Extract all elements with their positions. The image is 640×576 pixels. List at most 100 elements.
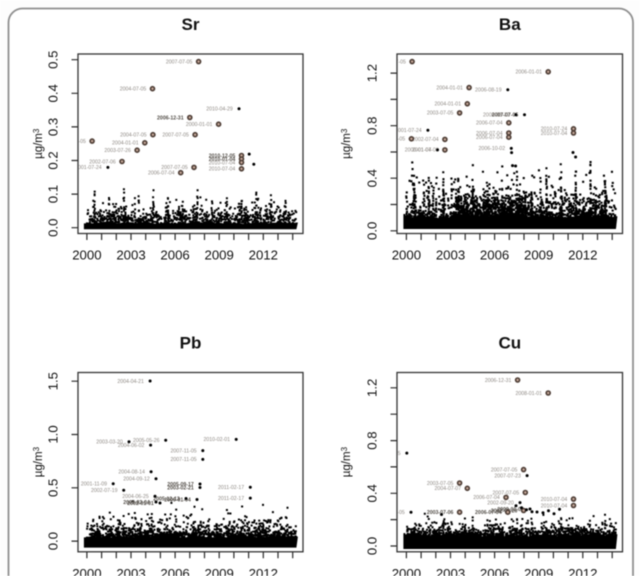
- svg-text:0.5: 0.5: [46, 51, 61, 69]
- svg-text:2002-09-20: 2002-09-20: [487, 500, 514, 506]
- svg-text:2008-01-01: 2008-01-01: [515, 391, 542, 397]
- svg-text:2003: 2003: [436, 248, 465, 263]
- svg-text:2003-07-26: 2003-07-26: [104, 148, 131, 154]
- svg-text:2005-03-04: 2005-03-04: [123, 500, 150, 506]
- svg-text:2007-07-05: 2007-07-05: [162, 133, 189, 139]
- svg-text:2010-07-04: 2010-07-04: [541, 131, 568, 137]
- svg-text:1.2: 1.2: [365, 379, 380, 397]
- svg-text:2007-11-05: 2007-11-05: [170, 457, 196, 463]
- svg-text:µg/m3: µg/m3: [32, 128, 45, 159]
- svg-text:1.0: 1.0: [46, 425, 61, 443]
- svg-text:2007-11-05: 2007-11-05: [170, 448, 196, 454]
- svg-text:2010-12-05: 2010-12-05: [209, 153, 236, 159]
- svg-text:0.1: 0.1: [46, 185, 61, 203]
- svg-text:2002-07-04: 2002-07-04: [412, 137, 439, 143]
- svg-text:2011-02-17: 2011-02-17: [218, 485, 244, 491]
- svg-text:2004-07-05: 2004-07-05: [120, 87, 147, 93]
- svg-text:0.2: 0.2: [46, 151, 61, 169]
- svg-text:0.3: 0.3: [46, 118, 61, 136]
- svg-text:2000: 2000: [392, 248, 421, 263]
- svg-text:2006-08-19: 2006-08-19: [483, 113, 510, 119]
- svg-text:2006-07-04: 2006-07-04: [475, 510, 502, 516]
- svg-text:Sr: Sr: [182, 15, 200, 34]
- svg-text:µg/m3: µg/m3: [340, 128, 353, 159]
- svg-text:2006-01-04: 2006-01-04: [164, 497, 191, 503]
- svg-text:2009: 2009: [524, 248, 553, 263]
- svg-text:2004-08-14: 2004-08-14: [118, 470, 145, 476]
- svg-text:Cu: Cu: [498, 334, 521, 353]
- svg-text:2004-04-21: 2004-04-21: [117, 379, 144, 385]
- svg-text:2002-01-01: 2002-01-01: [127, 501, 154, 507]
- svg-text:2000: 2000: [392, 566, 421, 576]
- svg-text:2001-07-24: 2001-07-24: [75, 165, 102, 171]
- svg-text:2007-07-05: 2007-07-05: [493, 490, 520, 496]
- svg-text:µg/m3: µg/m3: [340, 446, 353, 477]
- svg-text:2010-07-04: 2010-07-04: [209, 160, 236, 166]
- svg-text:0.4: 0.4: [46, 84, 61, 102]
- svg-text:2012: 2012: [568, 248, 597, 263]
- svg-text:2006-07-04: 2006-07-04: [473, 495, 500, 501]
- svg-text:2009: 2009: [205, 566, 234, 576]
- svg-text:Ba: Ba: [499, 15, 521, 34]
- svg-text:2003: 2003: [116, 248, 145, 263]
- svg-text:2003: 2003: [436, 566, 465, 576]
- svg-text:2005-12-13: 2005-12-13: [153, 496, 180, 502]
- svg-text:2009: 2009: [524, 566, 553, 576]
- svg-text:2002-07-06: 2002-07-06: [89, 159, 116, 165]
- svg-text:2012: 2012: [568, 566, 597, 576]
- svg-text:2006-01-01: 2006-01-01: [515, 70, 542, 76]
- svg-text:0.4: 0.4: [365, 484, 380, 502]
- svg-text:2004-07-05: 2004-07-05: [120, 133, 147, 139]
- svg-text:2009: 2009: [205, 248, 234, 263]
- svg-text:2000-01-01: 2000-01-01: [186, 122, 213, 128]
- svg-text:2004-06-25: 2004-06-25: [122, 494, 149, 500]
- svg-text:2000-07-05: 2000-07-05: [379, 59, 406, 65]
- svg-text:µg/m3: µg/m3: [32, 446, 45, 477]
- svg-text:2004-01-01: 2004-01-01: [436, 85, 463, 91]
- svg-text:2005-09-17: 2005-09-17: [167, 482, 194, 488]
- svg-text:1.2: 1.2: [365, 64, 380, 82]
- svg-text:2000-01-05: 2000-01-05: [379, 137, 406, 143]
- svg-text:2006-07-04: 2006-07-04: [476, 121, 503, 127]
- svg-text:2003-02-21: 2003-02-21: [167, 485, 194, 491]
- svg-text:Pb: Pb: [180, 334, 202, 353]
- svg-text:2004-07-07: 2004-07-07: [435, 486, 462, 492]
- svg-text:2000-01-05: 2000-01-05: [374, 451, 401, 457]
- svg-text:2001-07-08: 2001-07-08: [412, 148, 439, 154]
- svg-text:2006-07-04: 2006-07-04: [476, 135, 503, 141]
- svg-text:2009-01-04: 2009-01-04: [497, 507, 524, 513]
- svg-text:0.8: 0.8: [365, 117, 380, 135]
- svg-text:2006-07-04: 2006-07-04: [148, 171, 175, 177]
- svg-text:0.4: 0.4: [365, 169, 380, 187]
- svg-text:2000-07-05: 2000-07-05: [59, 139, 86, 145]
- svg-text:2010-07-24: 2010-07-24: [541, 127, 568, 133]
- svg-text:2001-11-09: 2001-11-09: [81, 482, 107, 488]
- svg-text:1.5: 1.5: [46, 372, 61, 390]
- svg-text:2001-07-24: 2001-07-24: [395, 128, 422, 134]
- svg-text:2003-07-05: 2003-07-05: [427, 481, 454, 487]
- svg-text:0.0: 0.0: [365, 537, 380, 555]
- svg-text:2003-07-05: 2003-07-05: [427, 111, 454, 117]
- svg-text:0.0: 0.0: [46, 219, 61, 237]
- svg-text:2005-05-26: 2005-05-26: [133, 438, 160, 444]
- svg-text:0.0: 0.0: [365, 222, 380, 240]
- svg-text:2007-07-05: 2007-07-05: [491, 467, 518, 473]
- svg-text:2006-07-04: 2006-07-04: [476, 131, 503, 137]
- svg-text:2010-07-04: 2010-07-04: [209, 167, 236, 173]
- svg-text:2010-07-04: 2010-07-04: [541, 503, 568, 509]
- svg-text:2007-07-05: 2007-07-05: [161, 165, 188, 171]
- svg-text:2012: 2012: [249, 248, 278, 263]
- svg-text:2003: 2003: [116, 566, 145, 576]
- svg-text:0.8: 0.8: [365, 431, 380, 449]
- svg-text:2010-01-04: 2010-01-04: [209, 157, 236, 163]
- svg-text:2006: 2006: [160, 248, 189, 263]
- svg-text:2004-01-01: 2004-01-01: [435, 102, 462, 108]
- svg-text:2004-09-12: 2004-09-12: [123, 477, 150, 483]
- svg-text:2004-01-01: 2004-01-01: [112, 141, 139, 147]
- svg-text:2010-02-01: 2010-02-01: [203, 437, 230, 443]
- svg-text:2000: 2000: [72, 248, 101, 263]
- svg-text:2003-07-06: 2003-07-06: [427, 510, 454, 516]
- svg-text:2006-12-31: 2006-12-31: [485, 378, 512, 384]
- svg-text:2000-01-04: 2000-01-04: [405, 148, 432, 154]
- svg-text:2006-10-02: 2006-10-02: [479, 146, 506, 152]
